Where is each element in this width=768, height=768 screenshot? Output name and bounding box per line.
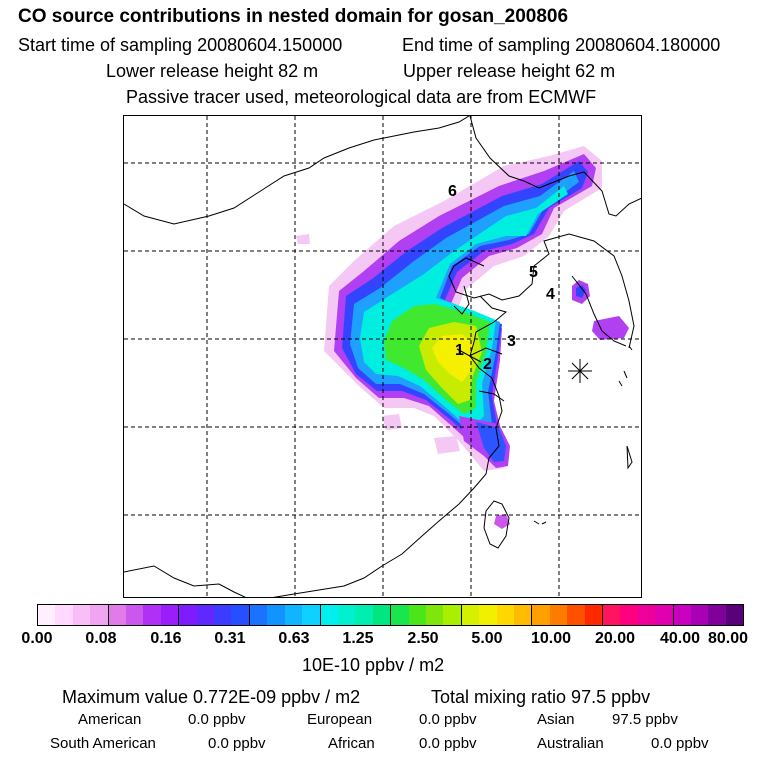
map-grid bbox=[124, 116, 641, 597]
colorbar-segment bbox=[425, 605, 444, 625]
colorbar-segment bbox=[443, 605, 462, 625]
african-label: African bbox=[328, 735, 375, 752]
south-american-label: South American bbox=[50, 735, 156, 752]
colorbar-segment bbox=[603, 605, 621, 625]
colorbar-segment bbox=[143, 605, 161, 625]
asian-label: Asian bbox=[537, 711, 575, 728]
colorbar-segment bbox=[655, 605, 674, 625]
colorbar-segment bbox=[249, 605, 268, 625]
colorbar-segment bbox=[355, 605, 373, 625]
region-label-3: 3 bbox=[507, 333, 516, 350]
end-time-label: End time of sampling 20080604.180000 bbox=[402, 35, 721, 55]
colorbar-segment bbox=[38, 605, 56, 625]
region-connector bbox=[456, 348, 482, 363]
colorbar-tick-1: 0.08 bbox=[85, 630, 117, 647]
colorbar-segment bbox=[267, 605, 285, 625]
colorbar-segment bbox=[320, 605, 338, 625]
colorbar-segment bbox=[620, 605, 638, 625]
colorbar-segment bbox=[55, 605, 73, 625]
region-label-6: 6 bbox=[448, 183, 457, 200]
colorbar-segment bbox=[160, 605, 180, 625]
colorbar-unit: 10E-10 ppbv / m2 bbox=[302, 655, 445, 675]
colorbar-segment bbox=[549, 605, 568, 625]
plume-speck-a bbox=[296, 234, 310, 244]
colorbar-segment bbox=[584, 605, 603, 625]
colorbar-tick-8: 10.00 bbox=[530, 630, 572, 647]
asian-value: 97.5 ppbv bbox=[612, 711, 678, 728]
colorbar-tick-2: 0.16 bbox=[150, 630, 182, 647]
colorbar-tick-5: 1.25 bbox=[342, 630, 374, 647]
lower-release-label: Lower release height 82 m bbox=[106, 61, 319, 81]
plume-speck-c bbox=[434, 436, 460, 454]
receptor-star-icon bbox=[568, 359, 592, 383]
map-canvas bbox=[124, 116, 641, 597]
colorbar-segment bbox=[461, 605, 480, 625]
colorbar-segment bbox=[567, 605, 585, 625]
colorbar-segment bbox=[179, 605, 197, 625]
colorbar-segment bbox=[72, 605, 91, 625]
colorbar-segment bbox=[337, 605, 356, 625]
region-label-4: 4 bbox=[546, 286, 555, 303]
colorbar-tick-10: 40.00 bbox=[659, 630, 701, 647]
upper-release-label: Upper release height 62 m bbox=[403, 61, 616, 81]
region-label-5: 5 bbox=[529, 264, 538, 281]
south-american-value: 0.0 ppbv bbox=[208, 735, 266, 752]
american-value: 0.0 ppbv bbox=[188, 711, 246, 728]
plume-south-blue bbox=[476, 422, 506, 462]
colorbar-segment bbox=[90, 605, 109, 625]
european-value: 0.0 ppbv bbox=[419, 711, 477, 728]
region-label-1: 1 bbox=[455, 342, 464, 359]
colorbar-tick-4: 0.63 bbox=[278, 630, 310, 647]
colorbar-tick-9: 20.00 bbox=[594, 630, 636, 647]
colorbar-segment bbox=[302, 605, 321, 625]
plume-korea-a-core bbox=[576, 285, 586, 298]
colorbar-segment bbox=[479, 605, 497, 625]
colorbar-segment bbox=[391, 605, 409, 625]
colorbar-segment bbox=[126, 605, 144, 625]
colorbar-tick-7: 5.00 bbox=[471, 630, 503, 647]
plume-taiwan bbox=[494, 514, 510, 529]
australian-value: 0.0 ppbv bbox=[651, 735, 709, 752]
african-value: 0.0 ppbv bbox=[419, 735, 477, 752]
colorbar-tick-0: 0.00 bbox=[21, 630, 53, 647]
european-label: European bbox=[307, 711, 373, 728]
region-label-2: 2 bbox=[483, 356, 492, 373]
plume-yellow bbox=[432, 334, 474, 382]
colorbar-segment bbox=[196, 605, 215, 625]
colorbar-segment bbox=[214, 605, 232, 625]
plume-korea-b bbox=[592, 316, 629, 340]
colorbar-segment bbox=[725, 605, 744, 625]
plume-speck-b bbox=[382, 414, 402, 430]
colorbar-segment bbox=[496, 605, 514, 625]
colorbar-tick-3: 0.31 bbox=[214, 630, 246, 647]
coastlines bbox=[124, 116, 641, 597]
colorbar-segment bbox=[284, 605, 303, 625]
american-label: American bbox=[78, 711, 142, 728]
colorbar-segment bbox=[673, 605, 692, 625]
colorbar-segment bbox=[231, 605, 250, 625]
total-mixing-label: Total mixing ratio 97.5 ppbv bbox=[431, 687, 651, 707]
colorbar-segment bbox=[637, 605, 656, 625]
max-value-label: Maximum value 0.772E-09 ppbv / m2 bbox=[62, 687, 361, 707]
map-panel: 1 2 3 4 5 6 bbox=[123, 115, 642, 598]
colorbar-tick-6: 2.50 bbox=[407, 630, 439, 647]
australian-label: Australian bbox=[537, 735, 604, 752]
colorbar-segment bbox=[513, 605, 533, 625]
colorbar-segment bbox=[708, 605, 726, 625]
start-time-label: Start time of sampling 20080604.150000 bbox=[18, 35, 343, 55]
colorbar-segment bbox=[408, 605, 426, 625]
colorbar-segment bbox=[108, 605, 127, 625]
colorbar-segment bbox=[691, 605, 709, 625]
tracer-note: Passive tracer used, meteorological data… bbox=[126, 87, 597, 107]
colorbar-segment bbox=[372, 605, 392, 625]
colorbar bbox=[37, 604, 744, 626]
colorbar-tick-11: 80.00 bbox=[707, 630, 749, 647]
colorbar-segment bbox=[532, 605, 550, 625]
chart-title: CO source contributions in nested domain… bbox=[18, 6, 569, 27]
